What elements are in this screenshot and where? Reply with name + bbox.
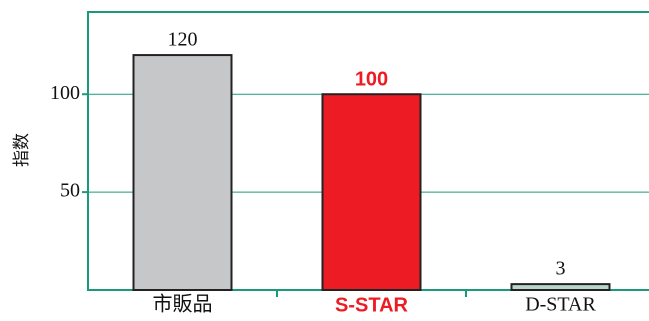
x-tick-label: S-STAR	[335, 294, 409, 316]
bar	[132, 54, 233, 292]
x-tick-label: 市販品	[153, 293, 213, 316]
value-label: 3	[556, 258, 566, 280]
bar	[510, 283, 611, 292]
x-tick-label: D-STAR	[525, 294, 596, 316]
value-label: 120	[168, 29, 198, 51]
y-tick-label: 50	[60, 180, 80, 202]
y-axis-label: 指数	[12, 133, 32, 167]
value-label: 100	[355, 69, 388, 91]
bar	[321, 93, 422, 291]
y-tick-label: 100	[50, 82, 80, 104]
